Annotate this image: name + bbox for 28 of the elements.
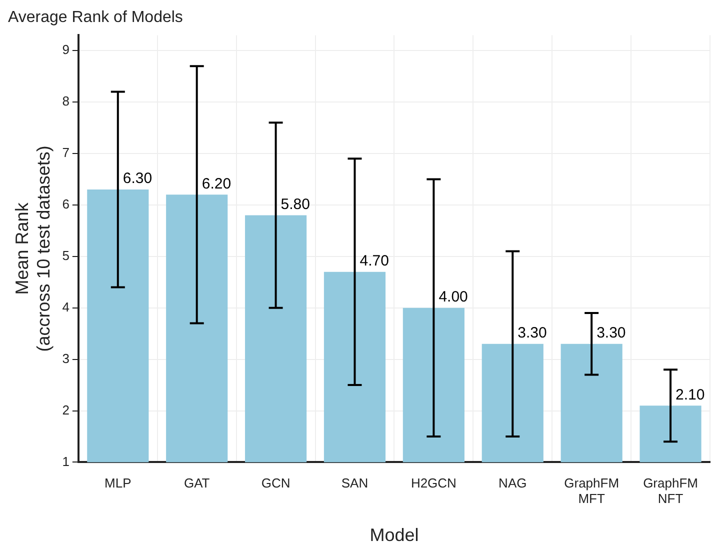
y-tick-label: 7 — [62, 145, 70, 160]
x-tick-label: MLP — [104, 476, 132, 491]
x-tick-label: NAG — [498, 476, 527, 491]
data-label: 3.30 — [518, 324, 547, 342]
x-tick-label: GCN — [261, 476, 290, 491]
y-tick-label: 4 — [62, 299, 70, 314]
y-tick-label: 1 — [62, 454, 70, 469]
x-axis-title: Model — [370, 525, 419, 546]
data-label: 6.30 — [122, 170, 152, 188]
x-tick-label: GraphFM MFT — [564, 476, 620, 506]
data-label: 2.10 — [676, 386, 705, 404]
chart-title: Average Rank of Models — [8, 9, 183, 26]
data-label: 6.20 — [202, 175, 232, 192]
x-tick-label: GAT — [184, 476, 210, 491]
data-label: 5.80 — [280, 196, 310, 213]
x-tick-label: SAN — [341, 476, 368, 491]
y-tick-label: 9 — [62, 42, 70, 58]
y-tick-label: 3 — [62, 350, 70, 366]
y-tick-label: 5 — [62, 248, 70, 263]
data-label: 4.70 — [360, 252, 389, 270]
y-tick-label: 8 — [62, 94, 70, 109]
x-tick-label: GraphFM NFT — [643, 476, 698, 506]
data-label: 3.30 — [596, 324, 626, 342]
y-axis-title: Mean Rank (accross 10 test datasets) — [12, 146, 54, 352]
y-tick-label: 2 — [62, 402, 70, 418]
y-tick-label: 6 — [62, 196, 70, 212]
data-label: 4.00 — [438, 288, 468, 306]
x-tick-label: H2GCN — [410, 476, 456, 491]
